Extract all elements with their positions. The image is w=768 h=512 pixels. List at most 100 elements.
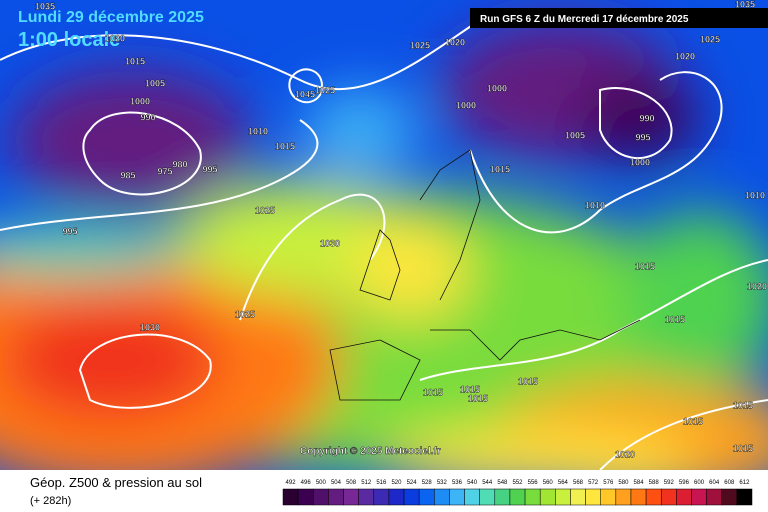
legend-swatch	[676, 488, 692, 506]
isobar-label: 1030	[320, 238, 340, 248]
legend-swatch	[509, 488, 526, 506]
legend-value: 588	[649, 480, 660, 486]
legend-value: 612	[739, 480, 750, 486]
legend-value: 548	[497, 480, 508, 486]
legend-swatch	[358, 488, 375, 506]
isobar-label: 1020	[615, 449, 635, 459]
run-box	[470, 8, 768, 28]
isobar-label: 1005	[565, 130, 585, 140]
isobar-label: 975	[157, 166, 172, 176]
legend-swatch	[297, 488, 314, 506]
legend-value: 600	[694, 480, 705, 486]
isobar-label: 1000	[456, 100, 476, 110]
isobar-label: 1015	[733, 443, 753, 453]
legend-value: 528	[422, 480, 433, 486]
legend-value: 592	[664, 480, 675, 486]
legend-swatch	[388, 488, 405, 506]
legend-swatch	[464, 488, 480, 506]
legend-swatch	[418, 488, 435, 506]
legend-value: 524	[407, 480, 418, 486]
legend-value: 556	[528, 480, 539, 486]
isobar-label: 1015	[468, 393, 488, 403]
legend-swatch	[721, 488, 738, 506]
isobar-label: 1015	[125, 56, 145, 66]
legend-swatch	[479, 488, 496, 506]
isobar-label: 1025	[255, 205, 275, 215]
isobar-label: 990	[639, 113, 654, 123]
isobar-label: 1015	[733, 400, 753, 410]
isobar-label: 1035	[35, 1, 55, 11]
isobar-label: 1030	[140, 322, 160, 332]
legend-value: 608	[724, 480, 735, 486]
isobar-label: 1015	[665, 314, 685, 324]
legend-swatch	[585, 488, 601, 506]
legend-value: 552	[512, 480, 523, 486]
isobar-label: 1025	[410, 40, 430, 50]
legend-value: 500	[316, 480, 327, 486]
legend-value: 560	[543, 480, 554, 486]
isobar-label: 995	[62, 226, 77, 236]
footer-lead: (+ 282h)	[30, 495, 71, 507]
isobar-label: 1020	[675, 51, 695, 61]
run-info: Run GFS 6 Z du Mercredi 17 décembre 2025	[480, 14, 689, 25]
legend-swatch	[403, 488, 420, 506]
legend-value: 568	[573, 480, 584, 486]
isobar-label: 1015	[460, 384, 480, 394]
legend-swatch	[570, 488, 586, 506]
isobar-label: 1015	[518, 376, 538, 386]
legend-value: 572	[588, 480, 599, 486]
legend-value: 532	[437, 480, 448, 486]
isobar-label: 980	[172, 159, 187, 169]
copyright: Copyright © 2025 Meteociel.fr	[300, 446, 441, 457]
legend-value: 496	[301, 480, 312, 486]
isobar-label: 1005	[145, 78, 165, 88]
isobar-label: 1015	[490, 164, 510, 174]
legend-value: 596	[679, 480, 690, 486]
legend-swatch	[615, 488, 632, 506]
legend-value: 584	[634, 480, 645, 486]
legend-swatch	[282, 488, 299, 506]
map-field	[0, 0, 768, 470]
isobar-label: 1020	[747, 281, 767, 291]
isobar-label: 1020	[445, 37, 465, 47]
legend-value: 540	[467, 480, 478, 486]
legend-swatch	[555, 488, 571, 506]
date: Lundi 29 décembre 2025	[18, 9, 204, 26]
isobar-label: 1000	[630, 157, 650, 167]
legend-swatch	[434, 488, 450, 506]
color-legend: 492 496 500 504 508 512 516 520 524 528 532 536 540 5…	[282, 480, 753, 506]
isobar-label: 1015	[635, 261, 655, 271]
isobar-label: 1015	[423, 387, 443, 397]
isobar-label: 990	[140, 112, 155, 122]
legend-swatch	[343, 488, 359, 506]
legend-swatch	[328, 488, 344, 506]
legend-value: 512	[361, 480, 372, 486]
legend-value: 492	[286, 480, 297, 486]
legend-swatch	[630, 488, 647, 506]
legend-swatch	[539, 488, 556, 506]
legend-swatch	[706, 488, 722, 506]
legend-swatch	[494, 488, 511, 506]
isobar-label: 1025	[315, 85, 335, 95]
legend-value: 520	[391, 480, 402, 486]
isobar-label: 1015	[275, 141, 295, 151]
isobar-label: 995	[202, 164, 217, 174]
legend-value: 504	[331, 480, 342, 486]
legend-swatch	[313, 488, 329, 506]
isobar-label: 1025	[700, 34, 720, 44]
legend-value: 576	[603, 480, 614, 486]
legend-value: 580	[618, 480, 629, 486]
legend-swatch	[736, 488, 753, 506]
isobar-label: 995	[635, 132, 650, 142]
isobar-label: 1010	[745, 190, 765, 200]
legend-value: 508	[346, 480, 357, 486]
legend-swatch	[645, 488, 662, 506]
isobar-label: 1000	[487, 83, 507, 93]
legend-swatch	[449, 488, 465, 506]
legend-swatch	[660, 488, 677, 506]
legend-swatch	[691, 488, 707, 506]
isobar-label: 1025	[235, 309, 255, 319]
legend-value: 604	[709, 480, 720, 486]
